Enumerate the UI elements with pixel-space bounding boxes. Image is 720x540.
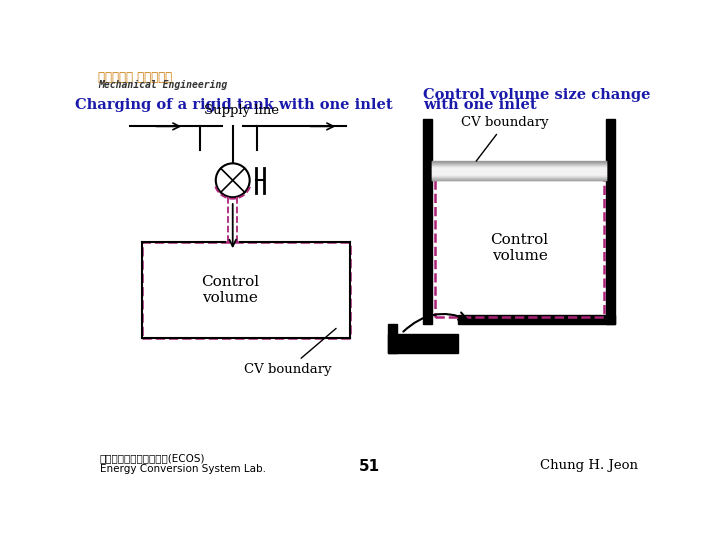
Text: 부산대학교 기계공학부: 부산대학교 기계공학부	[98, 71, 172, 84]
Text: Control volume size change: Control volume size change	[423, 88, 650, 102]
Bar	[423, 119, 432, 325]
Bar	[142, 242, 350, 338]
Text: Mechanical Engineering: Mechanical Engineering	[98, 80, 228, 90]
Bar	[606, 119, 616, 325]
Bar	[388, 343, 457, 353]
Bar	[388, 325, 397, 353]
Text: CV boundary: CV boundary	[462, 117, 549, 161]
Text: Charging of a rigid tank with one inlet: Charging of a rigid tank with one inlet	[76, 98, 393, 112]
Bar	[388, 334, 457, 343]
Text: 에너지변환시스템연구실(ECOS): 에너지변환시스템연구실(ECOS)	[99, 454, 205, 464]
Text: Chung H. Jeon: Chung H. Jeon	[541, 459, 639, 472]
Bar	[435, 179, 604, 318]
Text: Control
volume: Control volume	[202, 275, 259, 305]
Text: 51: 51	[359, 459, 379, 474]
Text: Supply line: Supply line	[204, 104, 279, 117]
Bar	[457, 315, 616, 325]
Text: Control
volume: Control volume	[490, 233, 549, 263]
Text: with one inlet: with one inlet	[423, 98, 536, 112]
Text: Energy Conversion System Lab.: Energy Conversion System Lab.	[99, 464, 266, 474]
Text: CV boundary: CV boundary	[244, 328, 336, 376]
